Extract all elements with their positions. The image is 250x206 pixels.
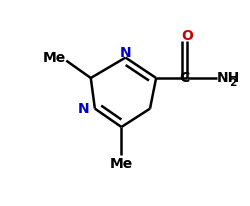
Text: N: N [78, 101, 89, 115]
Text: O: O [180, 29, 192, 43]
Text: Me: Me [42, 50, 66, 64]
Text: 2: 2 [228, 78, 235, 88]
Text: NH: NH [216, 71, 239, 84]
Text: N: N [119, 46, 131, 60]
Text: C: C [179, 71, 189, 84]
Text: Me: Me [109, 156, 132, 170]
